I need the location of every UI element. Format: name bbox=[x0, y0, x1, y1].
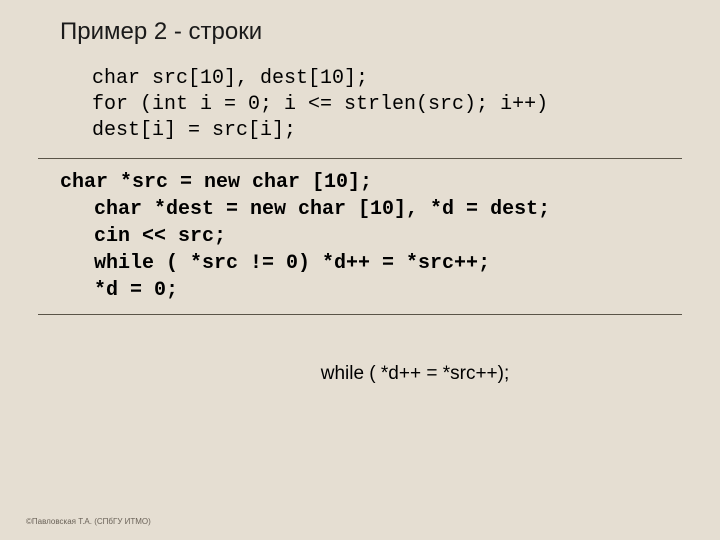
divider-top bbox=[38, 158, 682, 159]
footer-credit: ©Павловская Т.А. (СПбГУ ИТМО) bbox=[26, 517, 151, 526]
slide-content: Пример 2 - строки char src[10], dest[10]… bbox=[0, 0, 720, 385]
code2-line1: char *src = new char [10]; bbox=[60, 169, 720, 196]
code2-line5: *d = 0; bbox=[60, 277, 720, 304]
code-block-2: char *src = new char [10]; char *dest = … bbox=[0, 169, 720, 304]
code2-line4: while ( *src != 0) *d++ = *src++; bbox=[60, 250, 720, 277]
code1-line3: dest[i] = src[i]; bbox=[92, 118, 720, 144]
code1-line1: char src[10], dest[10]; bbox=[92, 66, 720, 92]
bottom-code-line: while ( *d++ = *src++); bbox=[0, 363, 720, 385]
code-block-1: char src[10], dest[10]; for (int i = 0; … bbox=[0, 66, 720, 144]
code1-line2: for (int i = 0; i <= strlen(src); i++) bbox=[92, 92, 720, 118]
slide-title: Пример 2 - строки bbox=[0, 18, 720, 46]
divider-bottom bbox=[38, 314, 682, 315]
code2-line3: cin << src; bbox=[60, 223, 720, 250]
code2-line2: char *dest = new char [10], *d = dest; bbox=[60, 196, 720, 223]
